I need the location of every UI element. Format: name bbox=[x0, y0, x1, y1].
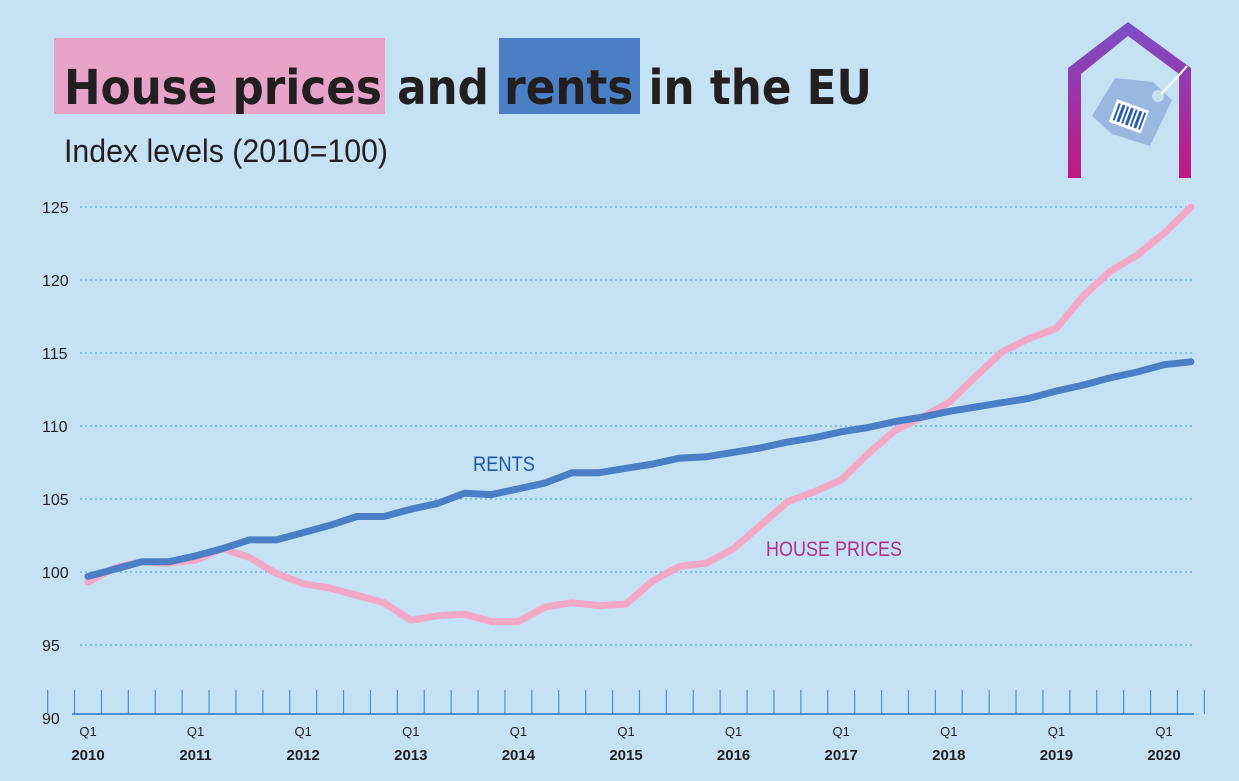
x-tick-quarter-label: Q1 bbox=[617, 724, 634, 739]
series-line-house-prices bbox=[84, 203, 1195, 626]
y-tick-label: 120 bbox=[42, 273, 69, 290]
title-highlight-rents bbox=[499, 38, 640, 114]
y-tick-label: 115 bbox=[42, 346, 68, 363]
x-tick-quarter-label: Q1 bbox=[940, 724, 957, 739]
x-tick-quarter-label: Q1 bbox=[402, 724, 419, 739]
x-tick-quarter-label: Q1 bbox=[295, 724, 312, 739]
x-tick-year-label: 2017 bbox=[825, 747, 858, 764]
x-tick-quarter-label: Q1 bbox=[1048, 724, 1065, 739]
x-tick-year-label: 2018 bbox=[932, 747, 965, 764]
x-tick-year-label: 2010 bbox=[71, 747, 104, 764]
house-price-tag-icon bbox=[1068, 22, 1191, 178]
x-tick-quarter-label: Q1 bbox=[79, 724, 96, 739]
y-tick-label: 100 bbox=[42, 565, 69, 582]
x-tick-year-label: 2019 bbox=[1040, 747, 1073, 764]
x-tick-year-label: 2012 bbox=[287, 747, 320, 764]
x-tick-year-label: 2013 bbox=[394, 747, 427, 764]
title-part-house-prices: House prices bbox=[64, 60, 382, 116]
y-tick-label: 105 bbox=[42, 492, 69, 509]
series-line-rents bbox=[84, 358, 1195, 580]
chart-title: House prices and rents in the EU bbox=[64, 60, 872, 116]
chart-subtitle: Index levels (2010=100) bbox=[64, 133, 388, 169]
title-part-and: and bbox=[382, 60, 504, 116]
series-labels: RENTS HOUSE PRICES bbox=[473, 453, 902, 561]
x-tick-year-label: 2016 bbox=[717, 747, 750, 764]
x-tick-year-label: 2020 bbox=[1147, 747, 1180, 764]
x-tick-year-label: 2015 bbox=[609, 747, 642, 764]
title-part-in-the-eu: in the EU bbox=[633, 60, 872, 116]
y-tick-label: 110 bbox=[42, 419, 68, 436]
x-tick-quarter-label: Q1 bbox=[187, 724, 204, 739]
x-tick-quarter-label: Q1 bbox=[1155, 724, 1172, 739]
title-highlight-house-prices bbox=[54, 38, 385, 114]
series-label-rents: RENTS bbox=[473, 453, 535, 476]
x-tick-year-label: 2014 bbox=[502, 747, 536, 764]
series-label-house-prices: HOUSE PRICES bbox=[766, 538, 902, 561]
series-lines bbox=[84, 203, 1195, 626]
x-tick-quarter-label: Q1 bbox=[833, 724, 850, 739]
y-tick-label: 125 bbox=[42, 200, 69, 217]
x-tick-quarter-label: Q1 bbox=[510, 724, 527, 739]
x-axis: Q1 2010 Q1 2011 Q1 2012 Q1 2013 Q1 2014 Q1 2015 Q1 20… bbox=[47, 690, 1205, 764]
x-tick-year-label: 2011 bbox=[179, 747, 212, 764]
y-axis: 90 95 100 105 110 115 120 125 bbox=[42, 200, 69, 728]
y-tick-label: 95 bbox=[42, 638, 60, 655]
x-tick-quarter-label: Q1 bbox=[725, 724, 742, 739]
gridlines bbox=[80, 206, 1193, 646]
title-part-rents: rents bbox=[504, 60, 633, 116]
y-tick-label: 90 bbox=[42, 711, 60, 728]
